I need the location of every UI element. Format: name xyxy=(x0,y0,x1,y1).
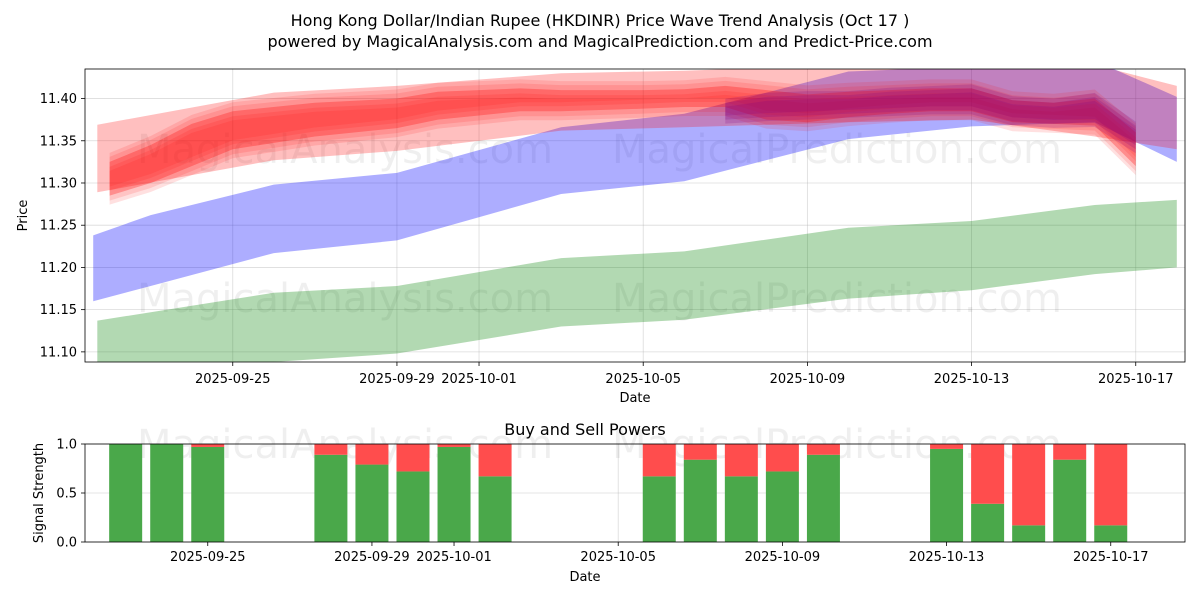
sell-bar xyxy=(806,444,840,455)
x-tick-label: 2025-10-01 xyxy=(416,550,492,565)
sell-bar xyxy=(765,444,799,472)
buy-bar xyxy=(765,471,799,542)
sell-bar xyxy=(355,444,389,465)
sell-bar xyxy=(683,444,717,460)
sell-bar xyxy=(191,444,225,447)
buy-bar xyxy=(150,444,184,542)
x-tick-label: 2025-10-13 xyxy=(909,550,985,565)
x-tick-label: 2025-10-13 xyxy=(934,372,1010,387)
sell-bar xyxy=(437,444,471,447)
y-tick-label: 11.40 xyxy=(40,92,77,107)
y-tick-label: 11.15 xyxy=(40,303,77,318)
buy-bar xyxy=(1094,525,1128,542)
sell-bar xyxy=(1053,444,1087,460)
buy-bar xyxy=(971,503,1005,542)
y-axis-label: Price xyxy=(16,200,31,232)
red-wave-layer xyxy=(109,85,1136,196)
purple-wave-layer xyxy=(725,84,1136,146)
buy-bar xyxy=(642,476,676,542)
x-tick-label: 2025-10-09 xyxy=(770,372,846,387)
watermark: MagicalPrediction.com xyxy=(612,127,1062,173)
blue-band xyxy=(93,69,1177,302)
buy-bar xyxy=(396,471,430,542)
sell-bar xyxy=(642,444,676,477)
y-tick-label: 11.10 xyxy=(40,345,77,360)
buy-bar xyxy=(724,476,758,542)
sell-bar xyxy=(1012,444,1046,526)
sell-bar xyxy=(971,444,1005,504)
red-wave-layer xyxy=(109,90,1136,201)
watermark: MagicalPrediction.com xyxy=(612,276,1062,322)
y-tick-label: 1.0 xyxy=(56,438,77,453)
buy-bar xyxy=(1053,459,1087,542)
buy-bar xyxy=(109,444,143,542)
buy-bar xyxy=(437,446,471,542)
x-tick-label: 2025-09-25 xyxy=(195,372,271,387)
red-band xyxy=(97,69,1177,193)
sell-bar xyxy=(1094,444,1128,526)
x-axis-label: Date xyxy=(619,391,650,406)
y-tick-label: 11.30 xyxy=(40,176,77,191)
sell-bar xyxy=(724,444,758,477)
x-tick-label: 2025-09-29 xyxy=(334,550,410,565)
x-tick-label: 2025-10-17 xyxy=(1098,372,1174,387)
buy-sell-chart: MagicalAnalysis.comMagicalPrediction.com… xyxy=(32,420,1186,585)
sell-bar xyxy=(930,444,964,449)
watermark: MagicalAnalysis.com xyxy=(137,276,553,322)
y-tick-label: 0.5 xyxy=(56,487,77,502)
x-tick-label: 2025-09-29 xyxy=(359,372,435,387)
chart-title: Hong Kong Dollar/Indian Rupee (HKDINR) P… xyxy=(291,11,910,30)
red-wave-core xyxy=(109,85,1136,196)
x-tick-label: 2025-09-25 xyxy=(170,550,246,565)
subchart-title: Buy and Sell Powers xyxy=(504,420,666,439)
buy-bar xyxy=(314,454,348,542)
chart-subtitle: powered by MagicalAnalysis.com and Magic… xyxy=(267,32,932,51)
red-wave-layer xyxy=(109,80,1136,191)
price-wave-chart: MagicalAnalysis.com MagicalPrediction.com… xyxy=(16,68,1186,406)
buy-bar xyxy=(930,448,964,542)
y-tick-label: 0.0 xyxy=(56,536,77,551)
x-tick-label: 2025-10-17 xyxy=(1073,550,1149,565)
watermark: MagicalAnalysis.com xyxy=(137,127,553,173)
x-tick-label: 2025-10-01 xyxy=(441,372,517,387)
purple-wave-layer xyxy=(725,88,1136,150)
plot-area xyxy=(93,69,1177,362)
buy-bar xyxy=(1012,525,1046,542)
purple-wave-layer xyxy=(725,92,1136,154)
red-wave-layer xyxy=(109,94,1136,205)
x-tick-label: 2025-10-05 xyxy=(580,550,656,565)
plot-frame xyxy=(84,68,1186,363)
sell-bar xyxy=(314,444,348,455)
x-tick-label: 2025-10-09 xyxy=(745,550,821,565)
buy-bar xyxy=(683,459,717,542)
y-tick-label: 11.20 xyxy=(40,261,77,276)
sell-bar xyxy=(396,444,430,472)
sell-bar xyxy=(478,444,512,477)
y-tick-label: 11.25 xyxy=(40,219,77,234)
red-wave-layer xyxy=(109,76,1136,187)
y-axis-label: Signal Strength xyxy=(32,443,47,543)
buy-bar xyxy=(806,454,840,542)
x-tick-label: 2025-10-05 xyxy=(605,372,681,387)
x-axis-label: Date xyxy=(569,570,600,585)
buy-bar xyxy=(355,464,389,542)
y-tick-label: 11.35 xyxy=(40,134,77,149)
buy-bar xyxy=(478,476,512,542)
plot-frame xyxy=(84,443,1186,543)
green-band xyxy=(97,199,1177,362)
buy-bar xyxy=(191,446,225,542)
